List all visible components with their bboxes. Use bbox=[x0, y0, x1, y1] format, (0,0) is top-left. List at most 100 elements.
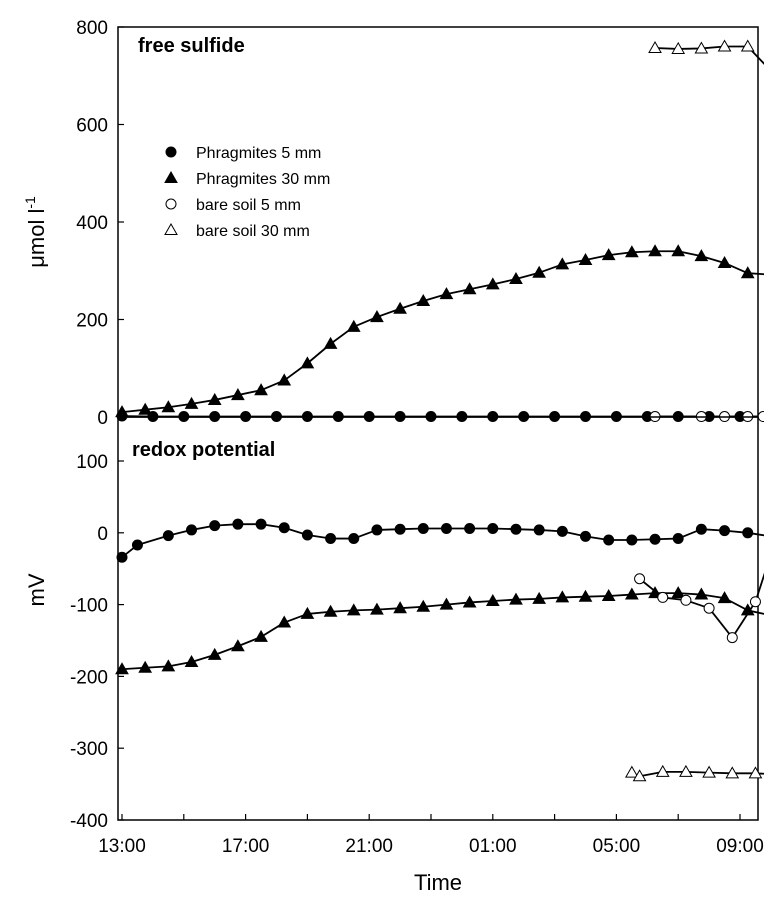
bottom-data-point bbox=[186, 524, 198, 536]
x-tick-label: 09:00 bbox=[716, 836, 764, 857]
bottom-data-point bbox=[603, 534, 615, 546]
bottom-data-point bbox=[231, 639, 245, 652]
bottom-data-point bbox=[672, 533, 684, 545]
bottom-data-point bbox=[694, 587, 709, 600]
bottom-data-point bbox=[703, 602, 715, 614]
top-y-tick-label: 200 bbox=[76, 311, 108, 332]
top-data-point bbox=[416, 293, 431, 306]
legend-label: bare soil 30 mm bbox=[196, 223, 310, 240]
bottom-data-point bbox=[532, 591, 547, 604]
svg-text:μmol l-1: μmol l-1 bbox=[22, 196, 49, 268]
bottom-data-point bbox=[300, 606, 315, 619]
bottom-panel: redox potential mV -400-300-200-1000100 … bbox=[24, 411, 764, 895]
bottom-data-point bbox=[657, 591, 669, 603]
top-data-point bbox=[138, 402, 153, 415]
bottom-series-open-circle bbox=[634, 572, 764, 644]
bottom-data-point bbox=[509, 592, 523, 605]
top-y-axis-label: μmol l bbox=[24, 209, 49, 268]
top-data-point bbox=[161, 400, 176, 413]
bottom-data-point bbox=[394, 523, 406, 535]
legend-marker bbox=[165, 146, 177, 158]
top-data-point bbox=[254, 383, 268, 396]
bottom-y-tick-label: -400 bbox=[70, 811, 108, 832]
bottom-data-point bbox=[719, 525, 731, 537]
bottom-y-axis-label: mV bbox=[24, 573, 49, 606]
bottom-data-point bbox=[624, 765, 639, 778]
bottom-data-point bbox=[580, 530, 591, 542]
bottom-data-point bbox=[184, 655, 199, 668]
bottom-data-point bbox=[301, 529, 313, 541]
bottom-data-point bbox=[464, 522, 476, 534]
top-data-point bbox=[717, 255, 732, 268]
top-y-ticks: 0 200 400 600 800 bbox=[76, 18, 124, 429]
top-data-point bbox=[717, 39, 732, 52]
x-tick-label: 17:00 bbox=[222, 836, 270, 857]
bottom-data-point bbox=[348, 533, 360, 545]
bottom-data-point bbox=[725, 766, 740, 779]
bottom-data-point bbox=[748, 766, 763, 779]
top-y-tick-label: 0 bbox=[97, 408, 108, 429]
bottom-data-point bbox=[680, 594, 692, 606]
bottom-data-point bbox=[702, 765, 716, 778]
top-series-line bbox=[121, 250, 764, 414]
top-data-point bbox=[740, 266, 755, 279]
bottom-data-point bbox=[393, 601, 407, 614]
top-series-open-triangle bbox=[648, 39, 764, 65]
top-data-point bbox=[740, 39, 755, 52]
top-data-point bbox=[694, 41, 709, 54]
top-data-point bbox=[601, 248, 616, 261]
bottom-data-point bbox=[161, 659, 176, 672]
bottom-data-point bbox=[277, 615, 292, 628]
top-panel-title: free sulfide bbox=[138, 35, 245, 57]
top-data-point bbox=[757, 411, 764, 423]
bottom-y-tick-label: 0 bbox=[97, 524, 108, 545]
top-y-axis-label-sup: -1 bbox=[22, 196, 38, 209]
bottom-y-tick-label: -300 bbox=[70, 739, 108, 760]
bottom-data-point bbox=[440, 522, 452, 534]
bottom-data-point bbox=[417, 522, 429, 534]
top-data-point bbox=[648, 244, 662, 257]
legend-entry: Phragmites 30 mm bbox=[164, 170, 330, 188]
top-y-tick-label: 400 bbox=[76, 213, 108, 234]
legend-label: bare soil 5 mm bbox=[196, 197, 301, 214]
bottom-data-point bbox=[207, 647, 222, 660]
bottom-data-point bbox=[655, 764, 670, 777]
bottom-y-tick-label: -200 bbox=[70, 667, 108, 688]
bottom-y-tick-label: -100 bbox=[70, 596, 108, 617]
top-data-point bbox=[462, 282, 477, 295]
bottom-data-point bbox=[533, 524, 545, 536]
x-tick-label: 13:00 bbox=[98, 836, 146, 857]
top-data-point bbox=[555, 257, 570, 270]
top-data-point bbox=[694, 249, 709, 262]
bottom-data-point bbox=[254, 629, 268, 642]
legend-entry: Phragmites 5 mm bbox=[165, 145, 321, 162]
bottom-series-filled-circle bbox=[116, 518, 764, 563]
legend-items: Phragmites 5 mm Phragmites 30 mm bare soil… bbox=[164, 145, 330, 240]
x-tick-label: 21:00 bbox=[345, 836, 393, 857]
bottom-data-point bbox=[578, 589, 593, 602]
legend-label: Phragmites 30 mm bbox=[196, 171, 330, 188]
bottom-series-line bbox=[631, 770, 764, 778]
x-axis-label: Time bbox=[414, 870, 462, 895]
bottom-data-point bbox=[255, 518, 267, 530]
top-data-point bbox=[578, 253, 593, 266]
top-plot-frame bbox=[117, 26, 759, 418]
top-data-point bbox=[323, 336, 338, 349]
top-data-point bbox=[439, 287, 454, 300]
top-data-point bbox=[485, 277, 500, 290]
bottom-data-point bbox=[346, 603, 361, 616]
bottom-data-point bbox=[116, 551, 128, 563]
bottom-data-point bbox=[325, 533, 337, 545]
bottom-data-point bbox=[416, 599, 431, 612]
x-ticks: 13:00 17:00 21:00 01:00 05:00 09:00 bbox=[98, 411, 764, 857]
bottom-data-point bbox=[510, 523, 522, 535]
top-data-point bbox=[393, 301, 407, 314]
bottom-data-point bbox=[671, 586, 686, 599]
top-data-point bbox=[648, 40, 662, 53]
bottom-data-point bbox=[679, 764, 693, 777]
legend-marker bbox=[165, 198, 177, 210]
bottom-data-point bbox=[742, 527, 754, 539]
top-data-point bbox=[277, 373, 292, 386]
top-data-point bbox=[231, 388, 245, 401]
